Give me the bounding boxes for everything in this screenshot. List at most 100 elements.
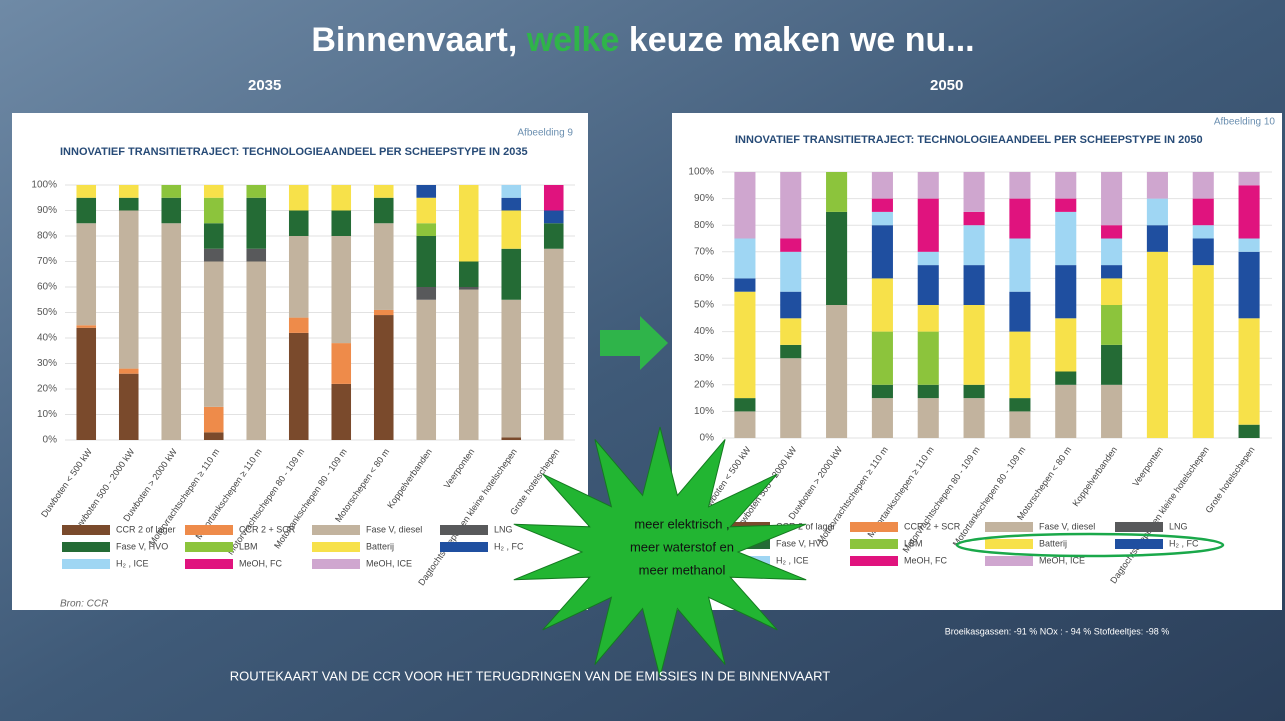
legend-swatch (1115, 522, 1163, 532)
bar-segment (331, 384, 351, 440)
legend-label: CCR 2 + SCR (239, 524, 296, 534)
bar-segment (1055, 199, 1076, 212)
bar-segment (1101, 225, 1122, 238)
slide-title: Binnenvaart, welke keuze maken we nu... (311, 21, 974, 59)
y-tick-label: 80% (37, 231, 57, 242)
footer: ROUTEKAART VAN DE CCR VOOR HET TERUGDRIN… (230, 668, 831, 683)
bar-segment (1193, 239, 1214, 266)
bar-segment (1055, 172, 1076, 199)
bar-segment (119, 211, 139, 369)
bar-segment (501, 249, 521, 300)
legend-swatch (185, 542, 233, 552)
bar-segment (331, 343, 351, 384)
legend-swatch (850, 556, 898, 566)
bar-segment (1055, 385, 1076, 438)
chart-title: INNOVATIEF TRANSITIETRAJECT: TECHNOLOGIE… (735, 134, 1203, 146)
legend-label: Batterij (366, 541, 394, 551)
legend-label: LNG (494, 524, 513, 534)
bar-segment (964, 385, 985, 398)
bar-segment (780, 318, 801, 345)
bar-segment (289, 333, 309, 440)
bar-segment (1239, 425, 1260, 438)
bar-segment (76, 185, 96, 198)
legend-swatch (985, 522, 1033, 532)
y-tick-label: 80% (694, 220, 714, 231)
legend-label: LBM (239, 541, 258, 551)
bar-segment (1009, 199, 1030, 239)
bar-segment (544, 185, 564, 211)
burst-text: meer elektrisch , (634, 516, 729, 531)
bar-segment (964, 265, 985, 305)
legend-label: Fase V, HVO (776, 538, 828, 548)
bar-segment (734, 172, 755, 239)
y-tick-label: 20% (694, 379, 714, 390)
bar-segment (1147, 172, 1168, 199)
y-tick-label: 100% (31, 180, 57, 191)
bar-segment (204, 185, 224, 198)
bar-segment (289, 185, 309, 211)
legend-label: Fase V, HVO (116, 541, 168, 551)
bar-segment (918, 265, 939, 305)
bar-segment (161, 185, 181, 198)
title-part: welke (526, 21, 620, 59)
bar-segment (501, 300, 521, 438)
bar-segment (204, 262, 224, 407)
bar-segment (416, 198, 436, 224)
bar-segment (1193, 265, 1214, 438)
bar-segment (872, 332, 893, 385)
bar-segment (416, 185, 436, 198)
bar-segment (1055, 372, 1076, 385)
bar-segment (872, 385, 893, 398)
bar-segment (204, 198, 224, 224)
bar-segment (1193, 199, 1214, 226)
bar-segment (1239, 239, 1260, 252)
note: Broeikasgassen: -91 % NOx : - 94 % Stofd… (945, 626, 1170, 636)
bar-segment (459, 185, 479, 262)
bar-segment (416, 287, 436, 300)
legend-swatch (440, 525, 488, 535)
bar-segment (780, 292, 801, 319)
burst-text: meer methanol (639, 562, 726, 577)
bar-segment (416, 300, 436, 440)
bar-segment (1101, 305, 1122, 345)
bar-segment (416, 223, 436, 236)
bar-segment (780, 252, 801, 292)
slide: Binnenvaart, welke keuze maken we nu... … (0, 0, 1285, 721)
bar-segment (1009, 172, 1030, 199)
bar-segment (204, 249, 224, 262)
bar-segment (544, 211, 564, 224)
bar-segment (918, 172, 939, 199)
bar-segment (161, 223, 181, 440)
bar-segment (918, 252, 939, 265)
bar-segment (76, 223, 96, 325)
legend-label: H₂ , FC (1169, 538, 1199, 548)
bar-segment (826, 172, 847, 212)
bar-segment (1147, 225, 1168, 252)
legend-label: MeOH, FC (904, 555, 948, 565)
bar-segment (1009, 292, 1030, 332)
legend-swatch (62, 559, 110, 569)
bar-segment (161, 198, 181, 224)
bar-segment (964, 225, 985, 265)
bar-segment (964, 172, 985, 212)
bar-segment (204, 407, 224, 433)
bar-segment (1009, 239, 1030, 292)
title-part: Binnenvaart, (311, 21, 526, 59)
legend-swatch (62, 542, 110, 552)
bar-segment (459, 287, 479, 290)
legend-swatch (850, 522, 898, 532)
legend-swatch (985, 556, 1033, 566)
bar-segment (374, 198, 394, 224)
y-tick-label: 10% (694, 406, 714, 417)
y-tick-label: 90% (694, 193, 714, 204)
bar-segment (918, 199, 939, 252)
bar-segment (119, 369, 139, 374)
bar-segment (1239, 252, 1260, 318)
figure-label: Afbeelding 9 (517, 128, 573, 139)
bar-segment (416, 236, 436, 287)
bar-segment (501, 437, 521, 440)
legend-swatch (985, 539, 1033, 549)
chart-title: INNOVATIEF TRANSITIETRAJECT: TECHNOLOGIE… (60, 146, 528, 158)
bar-segment (1055, 212, 1076, 265)
legend-swatch (850, 539, 898, 549)
